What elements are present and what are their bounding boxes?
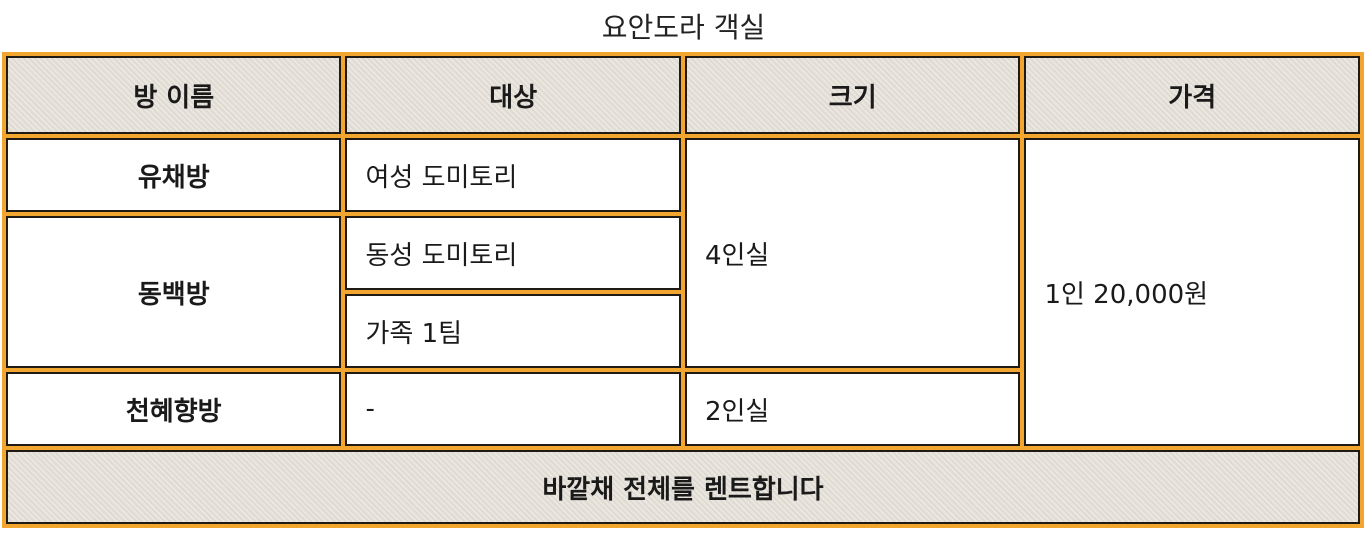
- room-target-dongbaek-1: 동성 도미토리: [345, 216, 681, 290]
- room-target-dongbaek-2: 가족 1팀: [345, 294, 681, 368]
- room-size-cheonhye: 2인실: [684, 372, 1021, 446]
- room-target-cheonhye: -: [345, 372, 681, 446]
- room-name-cheonhye: 천혜향방: [6, 372, 342, 446]
- table-row: 동백방 동성 도미토리: [6, 216, 1360, 368]
- table-row: 유채방 여성 도미토리 4인실 1인 20,000원: [6, 138, 1360, 446]
- table-caption: 요안도라 객실: [601, 11, 766, 44]
- header-target: 대상: [345, 56, 681, 134]
- header-price: 가격: [1024, 56, 1360, 134]
- room-name-yuchae: 유채방: [6, 138, 342, 212]
- header-row: 방 이름 대상 크기 가격: [6, 56, 1360, 134]
- table-footer: 바깥채 전체를 렌트합니다: [6, 450, 1360, 524]
- table-row: 가족 1팀: [6, 294, 1360, 368]
- footer-row: 바깥채 전체를 렌트합니다: [6, 450, 1360, 524]
- room-price-shared: 1인 20,000원: [1024, 138, 1360, 446]
- room-target-yuchae: 여성 도미토리: [345, 138, 681, 212]
- header-size: 크기: [684, 56, 1021, 134]
- rooms-table: 방 이름 대상 크기 가격 유채방 여성 도미토리 4인실 1인 20,000원…: [2, 52, 1364, 528]
- table-row: 천혜향방 - 2인실: [6, 372, 1360, 446]
- room-name-dongbaek: 동백방: [6, 216, 342, 368]
- room-size-shared: 4인실: [684, 138, 1021, 368]
- header-room-name: 방 이름: [6, 56, 342, 134]
